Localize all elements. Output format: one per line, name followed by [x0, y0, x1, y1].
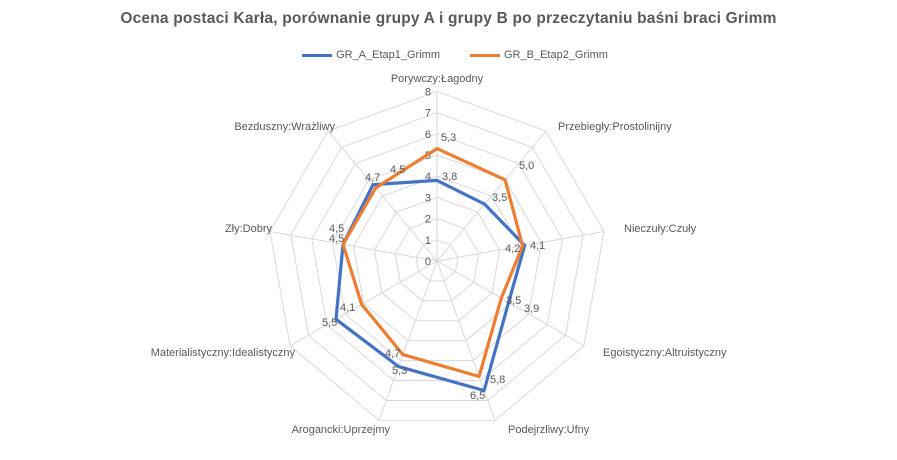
data-labels-GR_A_Etap1_Grimm: 3,8 3,5 4,2 3,9 6,5 5,3 5,5 4,5 4,7 — [322, 171, 539, 402]
tick-label: 0 — [425, 256, 431, 268]
grid-ring — [352, 175, 522, 342]
legend-line-swatch — [302, 53, 333, 57]
grid-ring — [332, 154, 542, 362]
grid-spokes — [269, 91, 605, 421]
data-labels-GR_B_Etap2_Grimm: 5,35,04,13,55,84,74,14,54,5 — [329, 132, 545, 386]
data-label-GR_A_Etap1_Grimm-8: 4,7 — [365, 172, 380, 184]
legend-item-GR_B_Etap2_Grimm: GR_B_Etap2_Grimm — [470, 49, 608, 61]
tick-label: 7 — [425, 108, 431, 120]
category-label-3: Egoistyczny:Altruistyczny — [603, 347, 727, 359]
series-polygon-GR_B_Etap2_Grimm — [341, 147, 525, 379]
data-label-GR_B_Etap2_Grimm-0: 5,3 — [441, 132, 456, 144]
legend-label: GR_B_Etap2_Grimm — [504, 49, 608, 61]
grid-spoke — [378, 260, 438, 421]
grid-ring — [311, 133, 563, 381]
grid-ring — [415, 239, 459, 282]
data-label-GR_B_Etap2_Grimm-1: 5,0 — [519, 160, 534, 172]
tick-label: 6 — [425, 129, 431, 141]
data-label-GR_A_Etap1_Grimm-0: 3,8 — [442, 171, 457, 183]
chart-title: Ocena postaci Karła, porównanie grupy A … — [120, 10, 777, 27]
data-label-GR_A_Etap1_Grimm-1: 3,5 — [492, 192, 507, 204]
data-label-GR_A_Etap1_Grimm-2: 4,2 — [505, 243, 520, 255]
category-label-2: Nieczuły:Czuły — [624, 223, 697, 235]
grid-ring — [269, 90, 605, 421]
grid-spoke — [436, 231, 605, 262]
data-label-GR_B_Etap2_Grimm-6: 4,1 — [340, 302, 355, 314]
category-labels: Porywczy:Łagodny Przebiegły:Prostolinijny… — [151, 73, 727, 436]
grid-spoke — [289, 260, 438, 347]
data-label-GR_A_Etap1_Grimm-4: 6,5 — [470, 390, 485, 402]
grid-ring — [394, 218, 480, 302]
tick-label: 4 — [425, 171, 431, 183]
series-GR_A_Etap1_Grimm — [334, 178, 527, 393]
grid-spoke — [269, 231, 438, 262]
data-label-GR_B_Etap2_Grimm-2: 4,1 — [530, 240, 545, 252]
series-polygon-GR_A_Etap1_Grimm — [334, 178, 527, 393]
grid-ring — [373, 196, 501, 322]
chart-legend: GR_A_Etap1_Grimm GR_B_Etap2_Grimm — [0, 49, 897, 61]
data-label-GR_A_Etap1_Grimm-6: 5,5 — [322, 317, 337, 329]
category-label-6: Materialistyczny:Idealistyczny — [151, 347, 296, 359]
tick-label: 2 — [425, 214, 431, 226]
category-label-7: Zły:Dobry — [225, 223, 273, 235]
data-label-GR_A_Etap1_Grimm-3: 3,9 — [524, 303, 539, 315]
legend-label: GR_A_Etap1_Grimm — [336, 49, 440, 61]
series-GR_B_Etap2_Grimm — [341, 147, 525, 379]
data-label-GR_B_Etap2_Grimm-7: 4,5 — [329, 233, 344, 245]
category-label-0: Porywczy:Łagodny — [391, 73, 484, 85]
category-label-8: Bezduszny:Wrażliwy — [234, 121, 335, 133]
data-label-GR_B_Etap2_Grimm-3: 3,5 — [506, 295, 521, 307]
grid-spoke — [436, 130, 547, 262]
data-label-GR_B_Etap2_Grimm-4: 5,8 — [490, 374, 505, 386]
grid-rings — [269, 90, 605, 421]
legend-item-GR_A_Etap1_Grimm: GR_A_Etap1_Grimm — [302, 49, 440, 61]
tick-label: 1 — [425, 235, 431, 247]
category-label-4: Podejrzliwy:Ufny — [508, 424, 590, 436]
grid-spoke — [436, 260, 496, 421]
grid-spoke — [436, 260, 585, 347]
tick-label: 8 — [425, 86, 431, 98]
grid-ring — [290, 112, 584, 401]
grid-spoke — [327, 130, 438, 262]
tick-label: 3 — [425, 192, 431, 204]
data-label-GR_B_Etap2_Grimm-5: 4,7 — [385, 348, 400, 360]
category-label-5: Arogancki:Uprzejmy — [292, 424, 391, 436]
data-label-GR_A_Etap1_Grimm-7: 4,5 — [329, 223, 344, 235]
data-label-GR_B_Etap2_Grimm-8: 4,5 — [390, 164, 405, 176]
legend-line-swatch — [470, 53, 500, 57]
category-label-1: Przebiegły:Prostolinijny — [558, 121, 672, 133]
data-label-GR_A_Etap1_Grimm-5: 5,3 — [392, 365, 407, 377]
